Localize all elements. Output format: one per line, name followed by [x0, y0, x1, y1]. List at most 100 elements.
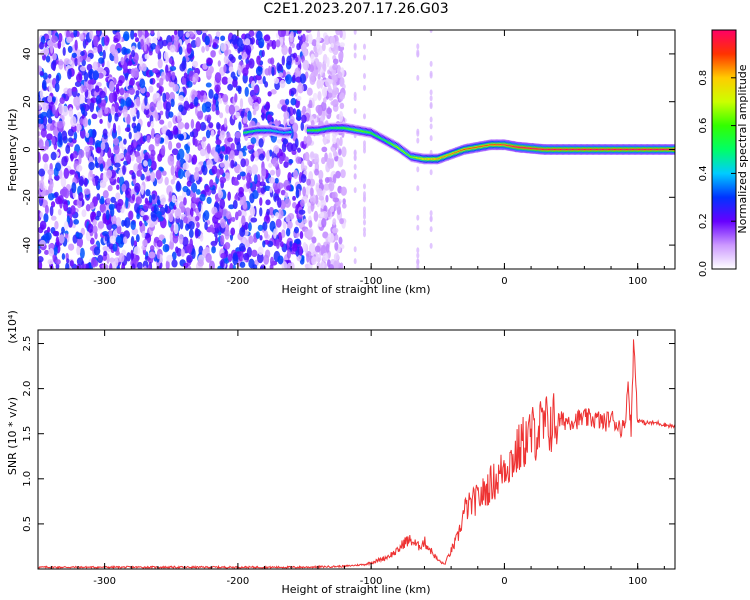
noise-speck — [38, 152, 41, 163]
noise-speck — [196, 221, 200, 228]
noise-speck — [200, 140, 206, 149]
spectrogram-x-tick-label: 0 — [501, 276, 507, 287]
noise-speck — [429, 215, 433, 222]
noise-speck — [156, 30, 161, 40]
noise-speck — [218, 186, 222, 196]
noise-speck — [136, 109, 140, 120]
noise-speck — [54, 82, 60, 93]
noise-speck — [278, 72, 284, 78]
noise-speck — [268, 162, 273, 168]
noise-speck — [168, 212, 174, 223]
noise-speck — [139, 57, 144, 67]
noise-speck — [65, 144, 71, 154]
noise-speck — [100, 141, 106, 151]
noise-speck — [285, 74, 293, 85]
spectrogram-x-tick-label: -300 — [93, 276, 116, 287]
noise-speck — [69, 260, 74, 267]
noise-speck — [429, 72, 433, 79]
spectrogram-y-tick-label: 20 — [22, 95, 33, 108]
noise-speck — [171, 194, 177, 204]
noise-speck — [267, 91, 272, 97]
noise-speck — [328, 181, 335, 192]
noise-speck — [416, 214, 420, 221]
noise-speck — [219, 130, 226, 138]
noise-speck — [189, 207, 194, 218]
noise-speck — [61, 105, 69, 117]
noise-speck — [183, 216, 188, 224]
noise-speck — [308, 243, 316, 255]
noise-speck — [78, 154, 82, 165]
noise-speck — [201, 30, 209, 34]
noise-speck — [92, 128, 97, 139]
noise-speck — [295, 56, 299, 63]
noise-speck — [316, 79, 321, 90]
figure-title: C2E1.2023.207.17.26.G03 — [263, 1, 449, 17]
noise-speck — [150, 149, 156, 157]
noise-speck — [353, 150, 357, 157]
noise-speck — [362, 140, 366, 147]
noise-speck — [184, 143, 189, 151]
noise-speck — [133, 32, 138, 38]
noise-speck — [271, 66, 275, 77]
noise-speck — [362, 72, 366, 79]
noise-speck — [228, 54, 234, 61]
noise-speck — [286, 55, 293, 66]
noise-speck — [126, 113, 131, 125]
noise-speck — [114, 162, 121, 168]
noise-speck — [255, 66, 263, 76]
noise-speck — [124, 189, 129, 196]
noise-speck — [130, 236, 135, 247]
noise-speck — [83, 71, 89, 82]
noise-speck — [71, 86, 77, 92]
noise-speck — [281, 104, 288, 112]
noise-speck — [277, 102, 283, 110]
noise-speck — [362, 191, 366, 198]
noise-speck — [121, 183, 127, 193]
noise-speck — [171, 71, 176, 81]
noise-speck — [300, 256, 305, 262]
noise-speck — [283, 161, 289, 168]
noise-speck — [317, 107, 323, 116]
noise-speck — [224, 154, 229, 161]
noise-speck — [90, 97, 98, 104]
noise-speck — [232, 79, 238, 88]
noise-speck — [130, 106, 137, 118]
noise-speck — [225, 223, 230, 233]
noise-speck — [44, 249, 49, 255]
noise-speck — [167, 121, 173, 129]
noise-speck — [55, 236, 60, 246]
noise-speck — [112, 49, 119, 57]
noise-speck — [253, 174, 258, 185]
noise-speck — [279, 79, 286, 89]
noise-speck — [274, 177, 279, 184]
noise-speck — [132, 67, 140, 79]
noise-speck — [314, 245, 321, 253]
noise-speck — [63, 58, 71, 66]
spectrogram-ylabel: Frequency (Hz) — [6, 109, 19, 192]
noise-speck — [72, 150, 78, 159]
noise-speck — [94, 231, 98, 240]
noise-speck — [254, 150, 259, 158]
noise-speck — [182, 162, 189, 170]
noise-speck — [39, 239, 46, 247]
noise-speck — [193, 96, 199, 107]
noise-speck — [57, 208, 62, 216]
noise-speck — [110, 106, 116, 115]
noise-speck — [353, 246, 357, 253]
noise-speck — [313, 52, 319, 58]
noise-speck — [159, 194, 167, 206]
noise-speck — [120, 98, 125, 108]
noise-speck — [192, 60, 199, 68]
noise-speck — [334, 241, 339, 251]
noise-speck — [79, 66, 87, 72]
noise-speck — [269, 169, 276, 176]
noise-speck — [332, 173, 337, 184]
noise-speck — [148, 194, 153, 204]
noise-speck — [60, 176, 67, 188]
noise-speck — [176, 160, 181, 168]
noise-speck — [197, 259, 204, 267]
noise-speck — [295, 115, 302, 121]
noise-speck — [170, 165, 175, 176]
noise-speck — [75, 73, 83, 83]
noise-speck — [82, 38, 87, 49]
